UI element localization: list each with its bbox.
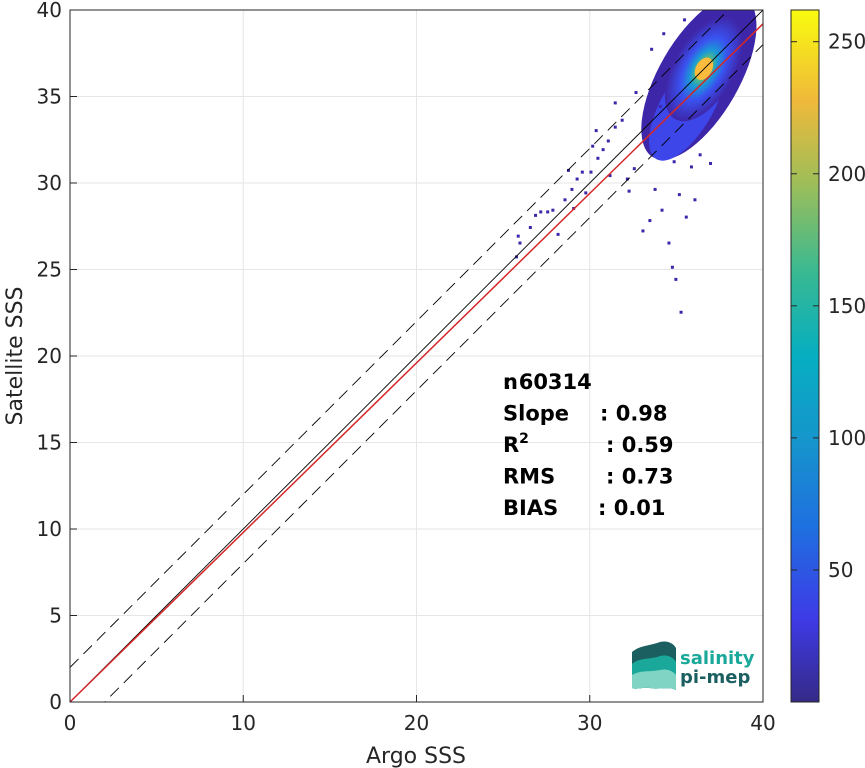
wave-icon	[632, 641, 676, 690]
line-y-x	[70, 10, 763, 702]
scatter-point	[601, 148, 605, 152]
scatter-point	[684, 215, 688, 219]
x-axis-label: Argo SSS	[366, 744, 466, 768]
scatter-point	[620, 118, 624, 122]
x-tick-label: 30	[577, 711, 602, 735]
stat-label: BIAS	[503, 496, 558, 520]
stat-value: : 0.98	[600, 402, 668, 426]
y-tick-label: 30	[37, 171, 62, 195]
y-tick-label: 35	[37, 85, 62, 109]
scatter-point	[539, 210, 543, 214]
scatter-point	[689, 165, 693, 169]
scatter-point	[625, 177, 629, 181]
scatter-point	[566, 168, 570, 172]
scatter-point	[662, 32, 666, 36]
scatter-point	[632, 167, 636, 171]
line-y-x-2	[104, 44, 763, 702]
scatter-point	[634, 91, 638, 95]
scatter-point	[608, 174, 612, 178]
scatter-point	[518, 241, 522, 245]
scatter-point	[528, 225, 532, 229]
y-tick-label: 0	[49, 690, 62, 714]
scatter-point	[670, 265, 674, 269]
scatter-point	[589, 170, 593, 174]
logo-text-line1: salinity	[680, 648, 755, 669]
scatter-point	[516, 234, 520, 238]
scatter-point	[650, 47, 654, 51]
y-tick-label: 15	[37, 431, 62, 455]
x-tick-label: 10	[231, 711, 256, 735]
colorbar-tick-label: 100	[828, 426, 865, 450]
y-tick-label: 25	[37, 258, 62, 282]
scatter-point	[698, 153, 702, 157]
scatter-point	[584, 191, 588, 195]
scatter-point	[613, 101, 617, 105]
scatter-point	[672, 160, 676, 164]
scatter-point	[575, 177, 579, 181]
stat-value: : 0.73	[606, 465, 674, 489]
scatter-point	[546, 210, 550, 214]
scatter-point	[594, 129, 598, 133]
scatter-point	[551, 208, 555, 212]
salinity-pi-mep-logo: salinity pi-mep	[632, 641, 755, 690]
scatter-point	[709, 161, 713, 165]
line-y-x-2	[70, 10, 729, 668]
scatter-point	[606, 139, 610, 143]
line-fit	[70, 23, 763, 702]
stat-value: : 60314	[503, 370, 592, 394]
scatter-point	[653, 187, 657, 191]
scatter-point	[660, 208, 664, 212]
scatter-point	[556, 232, 560, 236]
scatter-point	[613, 125, 617, 129]
y-tick-label: 10	[37, 517, 62, 541]
scatter-point	[534, 213, 538, 217]
colorbar-tick-label: 150	[828, 294, 865, 318]
scatter-point	[679, 310, 683, 314]
scatter-point	[641, 229, 645, 233]
reference-lines	[70, 10, 763, 702]
colorbar	[790, 9, 820, 703]
scatter-point	[591, 144, 595, 148]
colorbar-tick-label: 250	[828, 30, 865, 54]
y-axis-ticks: 0 5 10 15 20 25 30 35 40	[37, 0, 77, 714]
x-tick-label: 20	[404, 711, 429, 735]
scatter-point	[648, 219, 652, 223]
colorbar-tick-label: 200	[828, 162, 865, 186]
x-axis-ticks: 0 10 20 30 40	[64, 695, 776, 735]
y-tick-label: 20	[37, 344, 62, 368]
scatter-point	[693, 198, 697, 202]
scatter-point	[580, 170, 584, 174]
stat-value: : 0.01	[598, 496, 666, 520]
logo-text-line2: pi-mep	[680, 667, 750, 688]
scatter-point	[563, 198, 567, 202]
scatter-point	[683, 18, 687, 22]
scatter-point	[644, 113, 648, 117]
scatter-point	[627, 189, 631, 193]
stat-value: : 0.59	[606, 433, 674, 457]
scatter-point	[677, 193, 681, 197]
y-tick-label: 40	[37, 0, 62, 22]
scatter-point	[596, 156, 600, 160]
stat-label: Slope	[503, 402, 569, 426]
scatter-point	[658, 104, 662, 108]
x-tick-label: 0	[64, 711, 77, 735]
y-axis-label: Satellite SSS	[3, 287, 28, 426]
scatter-point	[667, 241, 671, 245]
colorbar-ticks: 50 100 150 200 250	[791, 30, 865, 582]
y-tick-label: 5	[49, 604, 62, 628]
stat-label: RMS	[503, 465, 555, 489]
scatter-point	[514, 255, 518, 259]
scatter-point	[674, 277, 678, 281]
stat-label: n	[503, 370, 518, 394]
x-tick-label: 40	[750, 711, 775, 735]
colorbar-tick-label: 50	[828, 558, 853, 582]
scatter-point	[570, 187, 574, 191]
